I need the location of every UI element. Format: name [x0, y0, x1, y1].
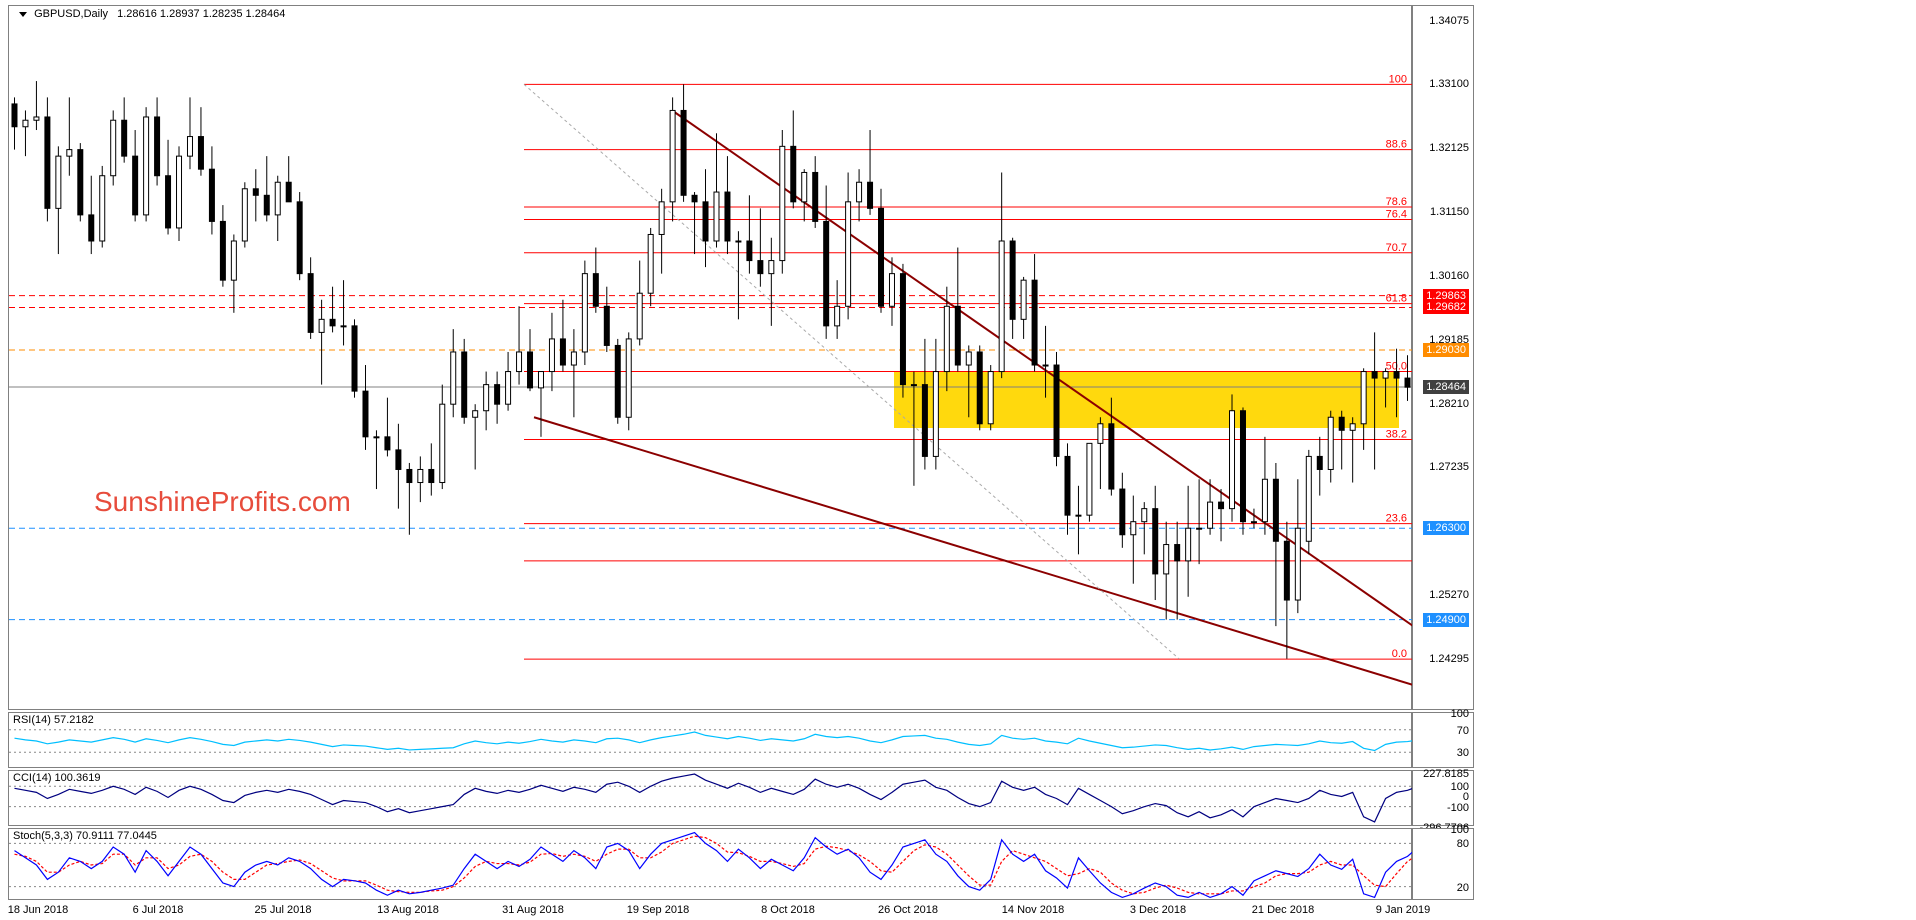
date-tick: 19 Sep 2018: [627, 904, 689, 916]
rsi-axis: 1007030: [1412, 712, 1474, 768]
price-level-label: 1.29682: [1423, 300, 1469, 314]
date-tick: 26 Oct 2018: [878, 904, 938, 916]
cci-title: CCI(14) 100.3619: [13, 772, 100, 784]
stoch-svg: [9, 829, 1413, 901]
svg-text:38.2: 38.2: [1386, 428, 1407, 440]
symbol-label: GBPUSD,Daily: [34, 8, 108, 20]
svg-text:76.4: 76.4: [1386, 208, 1407, 220]
date-tick: 18 Jun 2018: [8, 904, 69, 916]
date-tick: 14 Nov 2018: [1002, 904, 1064, 916]
rsi-title: RSI(14) 57.2182: [13, 714, 94, 726]
svg-text:88.6: 88.6: [1386, 139, 1407, 151]
cci-svg: [9, 771, 1413, 827]
watermark-text: SunshineProfits.com: [94, 486, 351, 518]
price-tick: 1.24295: [1429, 653, 1469, 665]
price-level-label: 1.26300: [1423, 521, 1469, 535]
cci-axis: 227.81851000-100-296.7706: [1412, 770, 1474, 826]
rsi-panel[interactable]: RSI(14) 57.2182: [8, 712, 1412, 768]
svg-text:61.8: 61.8: [1386, 293, 1407, 305]
stoch-tick: 20: [1457, 882, 1469, 894]
stoch-axis: 1008020: [1412, 828, 1474, 900]
date-tick: 8 Oct 2018: [761, 904, 815, 916]
price-level-label: 1.28464: [1423, 380, 1469, 394]
date-tick: 13 Aug 2018: [377, 904, 439, 916]
price-axis: 1.340751.331001.321251.311501.301601.291…: [1412, 5, 1474, 710]
date-tick: 3 Dec 2018: [1130, 904, 1186, 916]
price-tick: 1.34075: [1429, 15, 1469, 27]
date-tick: 9 Jan 2019: [1376, 904, 1430, 916]
rsi-svg: [9, 713, 1413, 769]
rsi-tick: 30: [1457, 747, 1469, 759]
date-tick: 21 Dec 2018: [1252, 904, 1314, 916]
stoch-tick: 80: [1457, 838, 1469, 850]
stoch-title: Stoch(5,3,3) 70.9111 77.0445: [13, 830, 157, 842]
cci-panel[interactable]: CCI(14) 100.3619: [8, 770, 1412, 826]
chart-root: GBPUSD,Daily 1.28616 1.28937 1.28235 1.2…: [0, 0, 1916, 920]
time-axis: 18 Jun 2018 6 Jul 2018 25 Jul 2018 13 Aug 2…: [8, 900, 1412, 918]
cci-tick: 227.8185: [1423, 768, 1469, 780]
rsi-tick: 70: [1457, 725, 1469, 737]
price-tick: 1.28210: [1429, 398, 1469, 410]
price-tick: 1.32125: [1429, 142, 1469, 154]
date-tick: 6 Jul 2018: [133, 904, 184, 916]
price-tick: 1.31150: [1430, 206, 1469, 218]
date-tick: 25 Jul 2018: [255, 904, 312, 916]
cci-tick: -100: [1447, 802, 1469, 814]
svg-text:0.0: 0.0: [1392, 648, 1407, 660]
stoch-tick: 100: [1451, 824, 1469, 836]
price-tick: 1.33100: [1429, 78, 1469, 90]
svg-text:70.7: 70.7: [1386, 242, 1407, 254]
chart-title-bar[interactable]: GBPUSD,Daily 1.28616 1.28937 1.28235 1.2…: [19, 8, 285, 20]
stoch-panel[interactable]: Stoch(5,3,3) 70.9111 77.0445: [8, 828, 1412, 900]
date-tick: 31 Aug 2018: [502, 904, 564, 916]
price-tick: 1.27235: [1429, 461, 1469, 473]
collapse-icon[interactable]: [19, 12, 27, 17]
price-level-label: 1.29030: [1423, 343, 1469, 357]
svg-text:78.6: 78.6: [1386, 196, 1407, 208]
svg-text:23.6: 23.6: [1386, 513, 1407, 525]
support-resistance-zone: [894, 372, 1399, 428]
svg-text:100: 100: [1389, 73, 1407, 85]
main-chart-svg: 10088.678.676.470.761.850.038.223.60.0: [9, 6, 1413, 711]
main-price-panel[interactable]: GBPUSD,Daily 1.28616 1.28937 1.28235 1.2…: [8, 5, 1412, 710]
price-tick: 1.25270: [1429, 589, 1469, 601]
price-tick: 1.30160: [1429, 270, 1469, 282]
ohlc-label: 1.28616 1.28937 1.28235 1.28464: [117, 8, 285, 20]
rsi-tick: 100: [1451, 708, 1469, 720]
price-level-label: 1.24900: [1423, 613, 1469, 627]
